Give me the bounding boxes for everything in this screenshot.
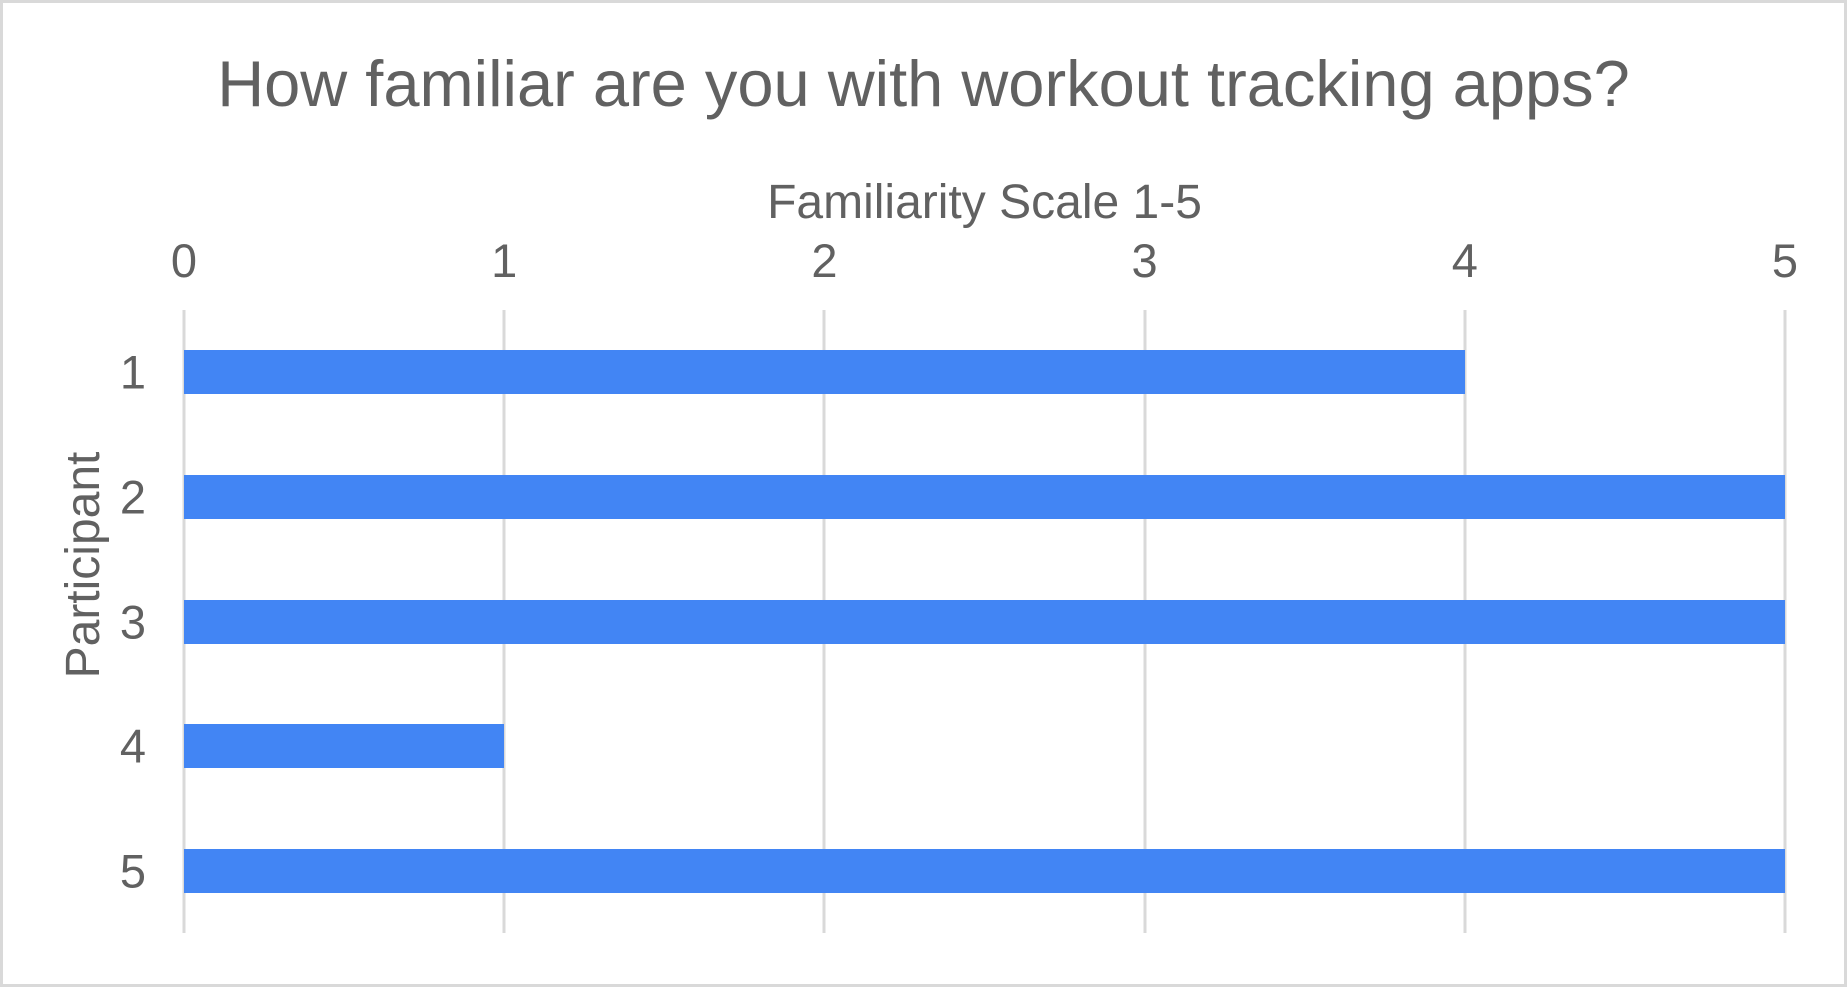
x-tick-label: 5 xyxy=(1771,234,1799,287)
x-axis-title: Familiarity Scale 1-5 xyxy=(767,176,1202,229)
x-tick-label: 1 xyxy=(491,234,518,287)
x-tick-label: 4 xyxy=(1451,234,1478,287)
x-tick-label: 3 xyxy=(1131,234,1158,287)
gridline xyxy=(1783,310,1787,933)
bar xyxy=(184,848,1785,893)
bar xyxy=(184,599,1785,644)
category-label: 2 xyxy=(119,470,146,524)
bar xyxy=(184,350,1465,395)
category-label: 5 xyxy=(119,844,146,898)
category-label: 1 xyxy=(119,345,146,399)
x-axis-tick-labels: 0 1 2 3 4 5 xyxy=(171,234,1798,287)
y-axis-category-labels: 1 2 3 4 5 xyxy=(3,310,146,933)
plot-area xyxy=(182,310,1787,933)
bar xyxy=(184,724,505,769)
category-label: 3 xyxy=(119,595,146,648)
x-tick-label: 2 xyxy=(811,234,838,287)
bar xyxy=(184,474,1785,519)
x-tick-label: 0 xyxy=(170,234,198,287)
chart-title: How familiar are you with workout tracki… xyxy=(217,47,1630,120)
category-label: 4 xyxy=(119,719,146,773)
